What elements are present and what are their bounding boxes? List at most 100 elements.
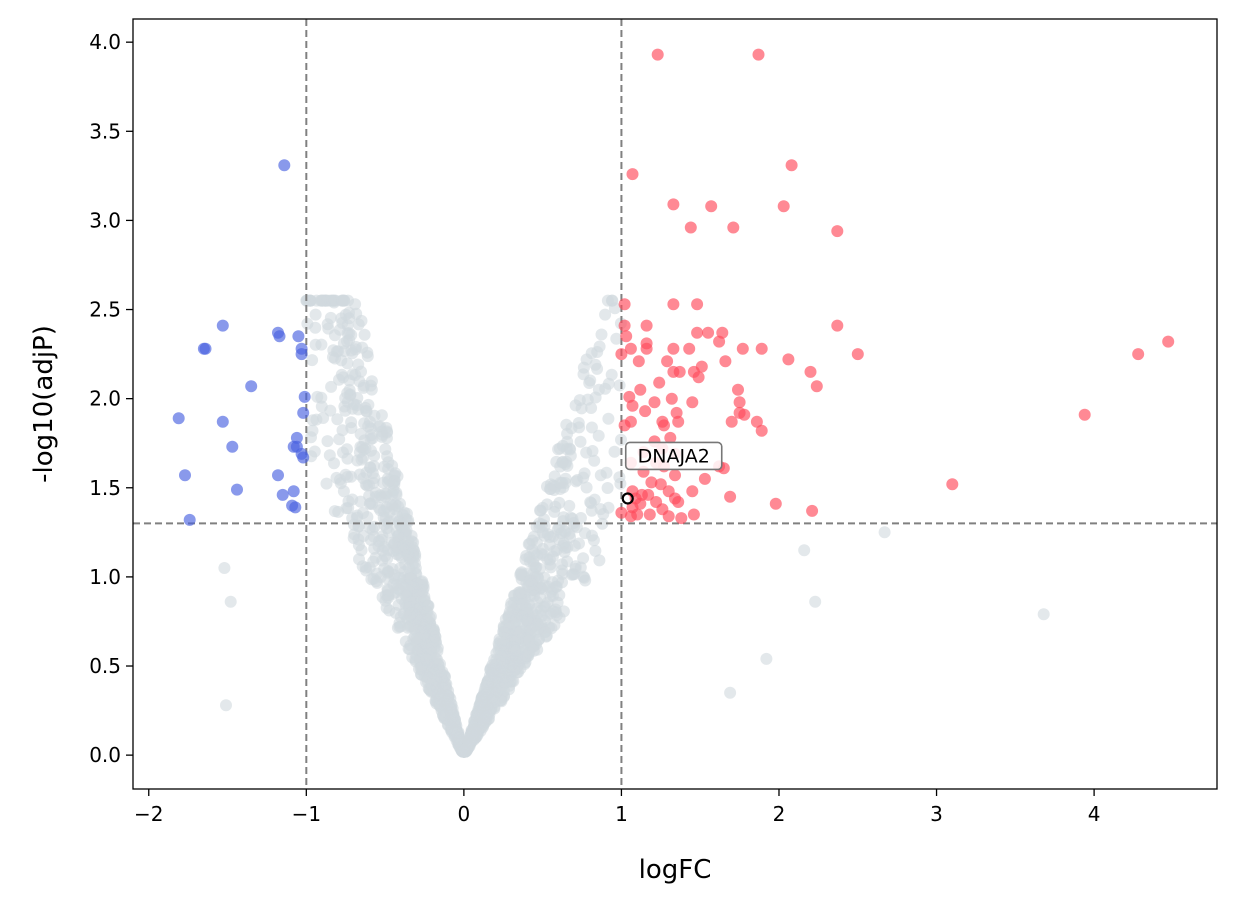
ns-point: [311, 390, 324, 403]
ns-point: [361, 479, 374, 492]
up-regulated-point: [653, 376, 666, 389]
ns-point: [327, 351, 339, 364]
ns-point: [613, 379, 626, 392]
ns-point: [389, 467, 402, 480]
ns-point: [599, 308, 612, 321]
up-regulated-point: [632, 355, 645, 368]
ns-point: [336, 294, 349, 307]
ns-point: [350, 399, 363, 412]
ns-point: [322, 322, 335, 335]
y-tick-label: 0.5: [89, 654, 121, 678]
up-regulated-point: [662, 510, 675, 523]
ns-point: [593, 554, 606, 567]
y-tick-label: 3.5: [89, 119, 121, 143]
y-tick-label: 3.0: [89, 208, 121, 232]
down-regulated-point: [276, 488, 289, 501]
down-regulated-point: [231, 483, 243, 496]
ns-point: [354, 440, 367, 453]
ns-point: [1037, 608, 1050, 621]
highlight-point: [621, 492, 634, 505]
down-regulated-point: [172, 412, 185, 425]
ns-point: [339, 468, 352, 481]
down-regulated-point: [295, 348, 308, 361]
ns-point: [345, 329, 358, 341]
ns-point: [321, 435, 334, 448]
ns-point: [448, 726, 461, 739]
ns-point: [569, 399, 582, 412]
ns-point: [550, 455, 563, 468]
ns-point: [368, 409, 381, 422]
up-regulated-point: [769, 497, 782, 510]
down-regulated-point: [287, 485, 300, 498]
down-regulated-point: [199, 342, 212, 355]
up-regulated-point: [661, 355, 674, 368]
x-tick-label: 2: [773, 802, 786, 826]
up-regulated-point: [777, 200, 790, 213]
ns-point: [364, 461, 377, 474]
plot-frame: [132, 18, 1218, 790]
up-regulated-point: [1132, 348, 1145, 361]
ns-point: [563, 499, 576, 512]
x-tick-label: 4: [1088, 802, 1101, 826]
ns-point: [503, 622, 516, 635]
ns-point: [343, 306, 355, 319]
ns-point: [338, 400, 351, 413]
ns-point: [368, 472, 381, 485]
ns-point: [602, 412, 615, 425]
up-regulated-point: [651, 48, 664, 61]
ns-point: [410, 632, 423, 645]
ns-point: [444, 715, 457, 728]
ns-point: [500, 675, 513, 688]
ns-point: [520, 549, 533, 562]
ns-point: [502, 609, 515, 622]
y-tick-label: 2.5: [89, 298, 121, 322]
up-regulated-point: [806, 504, 819, 517]
down-regulated-point: [298, 390, 311, 403]
ns-point: [585, 421, 598, 434]
up-regulated-point: [691, 298, 704, 311]
ns-point: [559, 525, 572, 538]
ns-point: [429, 652, 442, 665]
ns-point: [527, 644, 540, 657]
ns-point: [365, 383, 378, 396]
ns-point: [558, 546, 571, 559]
x-tick-label: 1: [615, 802, 628, 826]
ns-point: [337, 337, 350, 350]
ns-point: [580, 446, 593, 459]
ns-point: [403, 609, 416, 622]
ns-point: [585, 402, 598, 414]
ns-point: [565, 568, 578, 581]
ns-point: [317, 412, 330, 424]
ns-point: [724, 686, 737, 699]
up-regulated-point: [664, 431, 677, 444]
ns-point: [333, 373, 345, 386]
ns-point: [306, 424, 319, 437]
up-regulated-point: [727, 221, 740, 234]
ns-point: [371, 567, 383, 580]
ns-point: [534, 504, 546, 517]
ns-point: [358, 328, 371, 341]
up-regulated-point: [946, 478, 959, 491]
ns-point: [301, 317, 314, 330]
ns-point: [369, 490, 382, 503]
ns-point: [460, 742, 473, 755]
x-tick-label: 3: [930, 802, 943, 826]
up-regulated-point: [752, 48, 765, 61]
up-regulated-point: [732, 383, 744, 396]
ns-point: [543, 553, 556, 566]
ns-point: [218, 562, 231, 574]
up-regulated-point: [618, 419, 631, 432]
ns-point: [314, 294, 327, 307]
ns-point: [514, 626, 527, 638]
up-regulated-point: [618, 319, 631, 332]
down-regulated-point: [292, 330, 305, 343]
up-regulated-point: [755, 424, 768, 437]
up-regulated-point: [725, 415, 738, 428]
ns-point: [507, 665, 520, 677]
ns-point: [535, 547, 548, 560]
not-significant-points: [218, 294, 1050, 758]
ns-point: [592, 429, 605, 442]
up-regulated-point: [724, 490, 737, 503]
ns-point: [333, 433, 346, 446]
